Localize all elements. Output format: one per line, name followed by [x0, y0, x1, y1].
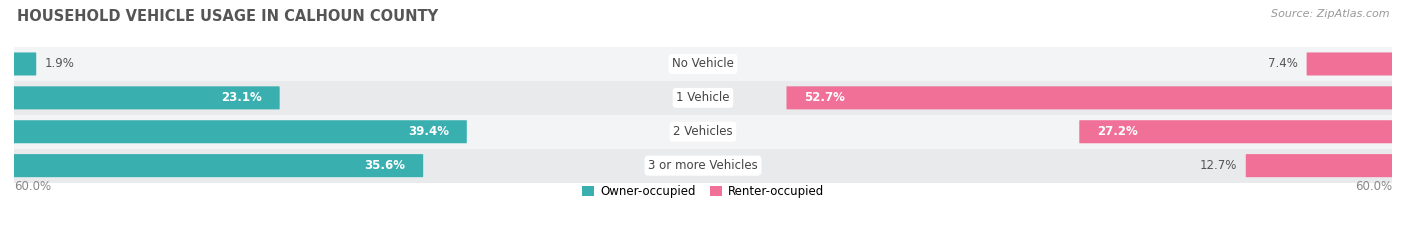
FancyBboxPatch shape	[14, 47, 1392, 81]
Legend: Owner-occupied, Renter-occupied: Owner-occupied, Renter-occupied	[578, 181, 828, 203]
FancyBboxPatch shape	[1246, 154, 1392, 177]
Text: 7.4%: 7.4%	[1268, 58, 1298, 70]
FancyBboxPatch shape	[14, 154, 423, 177]
Text: 39.4%: 39.4%	[408, 125, 450, 138]
FancyBboxPatch shape	[14, 115, 1392, 149]
Text: 2 Vehicles: 2 Vehicles	[673, 125, 733, 138]
Text: 12.7%: 12.7%	[1199, 159, 1237, 172]
Text: No Vehicle: No Vehicle	[672, 58, 734, 70]
FancyBboxPatch shape	[14, 86, 280, 109]
Text: 52.7%: 52.7%	[804, 91, 845, 104]
Text: 35.6%: 35.6%	[364, 159, 405, 172]
Text: 23.1%: 23.1%	[221, 91, 262, 104]
FancyBboxPatch shape	[14, 149, 1392, 183]
FancyBboxPatch shape	[14, 52, 37, 75]
Text: 27.2%: 27.2%	[1097, 125, 1137, 138]
Text: 60.0%: 60.0%	[14, 181, 51, 193]
FancyBboxPatch shape	[14, 81, 1392, 115]
Text: 60.0%: 60.0%	[1355, 181, 1392, 193]
Text: 1 Vehicle: 1 Vehicle	[676, 91, 730, 104]
FancyBboxPatch shape	[1306, 52, 1392, 75]
Text: HOUSEHOLD VEHICLE USAGE IN CALHOUN COUNTY: HOUSEHOLD VEHICLE USAGE IN CALHOUN COUNT…	[17, 9, 439, 24]
Text: Source: ZipAtlas.com: Source: ZipAtlas.com	[1271, 9, 1389, 19]
FancyBboxPatch shape	[1080, 120, 1392, 143]
Text: 3 or more Vehicles: 3 or more Vehicles	[648, 159, 758, 172]
FancyBboxPatch shape	[14, 120, 467, 143]
Text: 1.9%: 1.9%	[45, 58, 75, 70]
FancyBboxPatch shape	[786, 86, 1392, 109]
